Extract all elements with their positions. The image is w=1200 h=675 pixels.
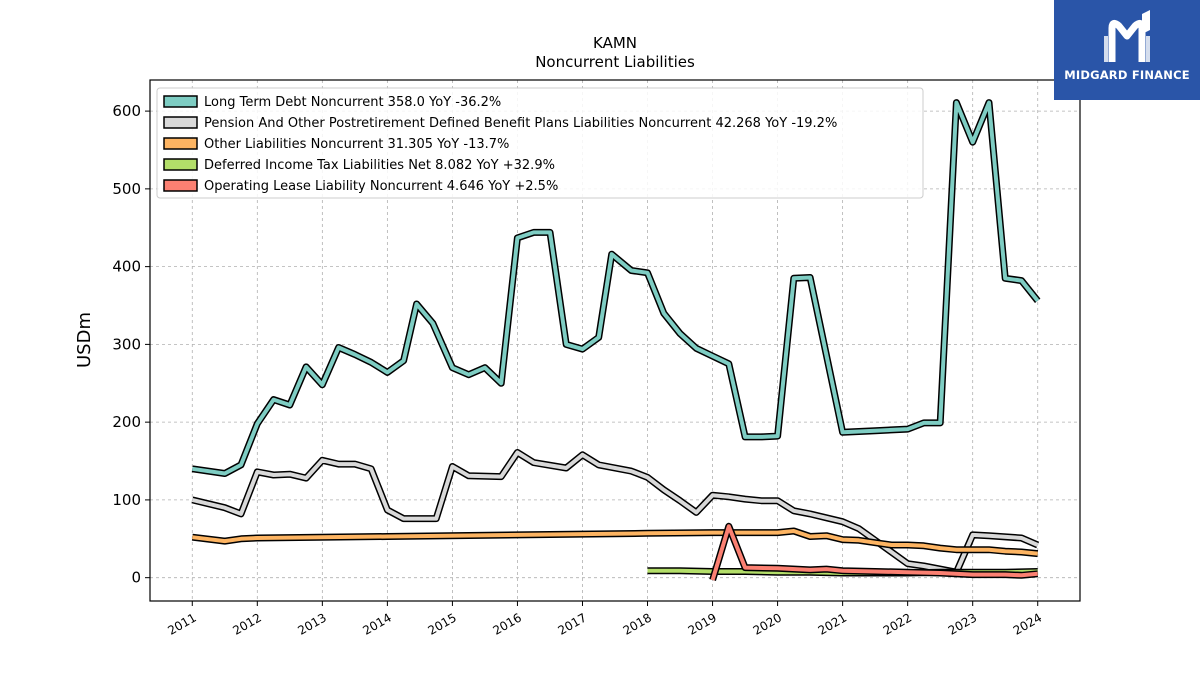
series-outline (191, 449, 1040, 576)
x-tick-label: 2014 (360, 610, 393, 637)
y-tick-label: 300 (112, 335, 141, 353)
x-tick-label: 2024 (1011, 610, 1044, 637)
y-tick-label: 200 (112, 413, 141, 431)
plot-frame (149, 79, 1081, 602)
midgard-m-logo-icon (1104, 10, 1150, 62)
x-tick-label: 2021 (816, 610, 849, 637)
y-axis-ticks: 0 100 200 300 400 500 600 (112, 102, 150, 587)
x-tick-label: 2023 (946, 610, 979, 637)
legend-swatch (163, 116, 198, 129)
legend-label: Operating Lease Liability Noncurrent 4.6… (204, 179, 558, 194)
x-tick-label: 2016 (490, 610, 523, 637)
legend-swatch (163, 95, 198, 108)
legend-label: Other Liabilities Noncurrent 31.305 YoY … (204, 137, 509, 152)
y-axis-label: USDm (74, 312, 95, 368)
x-tick-label: 2020 (751, 610, 784, 637)
legend-swatch (163, 179, 198, 192)
legend-label: Deferred Income Tax Liabilities Net 8.08… (204, 158, 555, 173)
x-tick-label: 2019 (686, 610, 719, 637)
series-line (192, 529, 1038, 556)
brand-logo: MIDGARD FINANCE (1054, 0, 1200, 100)
x-tick-label: 2011 (165, 610, 198, 637)
legend-label: Long Term Debt Noncurrent 358.0 YoY -36.… (204, 95, 501, 110)
y-tick-label: 100 (112, 491, 141, 509)
chart-title: KAMN (593, 34, 637, 52)
legend-swatch (163, 137, 198, 150)
x-tick-label: 2017 (556, 610, 589, 637)
brand-name: MIDGARD FINANCE (1064, 68, 1190, 82)
x-tick-label: 2022 (881, 610, 914, 637)
y-tick-label: 400 (112, 258, 141, 276)
y-tick-label: 0 (131, 569, 141, 587)
x-tick-label: 2013 (295, 610, 328, 637)
series-line (192, 100, 1040, 476)
series-line (191, 450, 1039, 575)
legend-box (156, 87, 924, 199)
x-tick-label: 2012 (230, 610, 263, 637)
x-tick-label: 2015 (425, 610, 458, 637)
series-line (710, 524, 1038, 581)
x-axis-ticks: 2011 2012 2013 2014 2015 2016 2017 2018 2019 2020… (165, 601, 1044, 638)
series-lines (191, 99, 1041, 582)
legend-label: Pension And Other Postretirement Defined… (204, 116, 837, 131)
y-tick-label: 500 (112, 180, 141, 198)
x-tick-label: 2018 (621, 610, 654, 637)
y-tick-label: 600 (112, 102, 141, 120)
legend-swatch (163, 158, 198, 171)
legend: Long Term Debt Noncurrent 358.0 YoY -36.… (156, 87, 924, 199)
chart-subtitle: Noncurrent Liabilities (535, 53, 695, 71)
